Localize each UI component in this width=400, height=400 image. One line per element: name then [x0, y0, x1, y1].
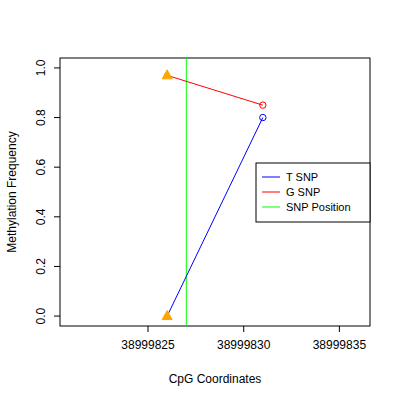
x-tick-label: 38999835	[313, 338, 367, 352]
legend-swatch	[262, 192, 280, 193]
x-tick	[339, 326, 340, 332]
series-line	[167, 75, 263, 105]
x-axis-title: CpG Coordinates	[169, 372, 262, 386]
point	[162, 311, 172, 320]
y-tick-label: 0.4	[34, 208, 48, 225]
y-tick	[54, 117, 60, 118]
y-tick-label: 1.0	[34, 59, 48, 76]
point	[260, 114, 266, 120]
chart: 38999825 38999830 38999835 0.0 0.2 0.4 0.6 0.8 1…	[0, 0, 400, 400]
y-tick	[54, 266, 60, 267]
legend-swatch	[262, 177, 280, 178]
point	[260, 102, 266, 108]
legend-box	[256, 163, 370, 222]
legend-swatch	[262, 207, 280, 208]
y-tick-label: 0.8	[34, 109, 48, 126]
y-tick	[54, 67, 60, 68]
y-tick-label: 0.0	[34, 307, 48, 324]
x-tick	[243, 326, 244, 332]
snp-position-line	[186, 58, 187, 326]
x-tick-label: 38999825	[121, 338, 175, 352]
legend-label: G SNP	[286, 186, 320, 198]
legend: T SNP G SNP SNP Position	[256, 163, 370, 222]
y-tick	[54, 216, 60, 217]
legend-label: T SNP	[286, 171, 318, 183]
legend-label: SNP Position	[286, 201, 351, 213]
y-axis-title: Methylation Frequency	[5, 131, 19, 252]
x-tick	[148, 326, 149, 332]
series-line	[167, 118, 263, 317]
point	[162, 70, 172, 79]
plot-area	[162, 58, 266, 326]
y-tick-label: 0.2	[34, 258, 48, 275]
y-tick	[54, 316, 60, 317]
y-tick-label: 0.6	[34, 159, 48, 176]
x-tick-label: 38999830	[217, 338, 271, 352]
y-tick	[54, 167, 60, 168]
plot-frame	[60, 58, 370, 326]
